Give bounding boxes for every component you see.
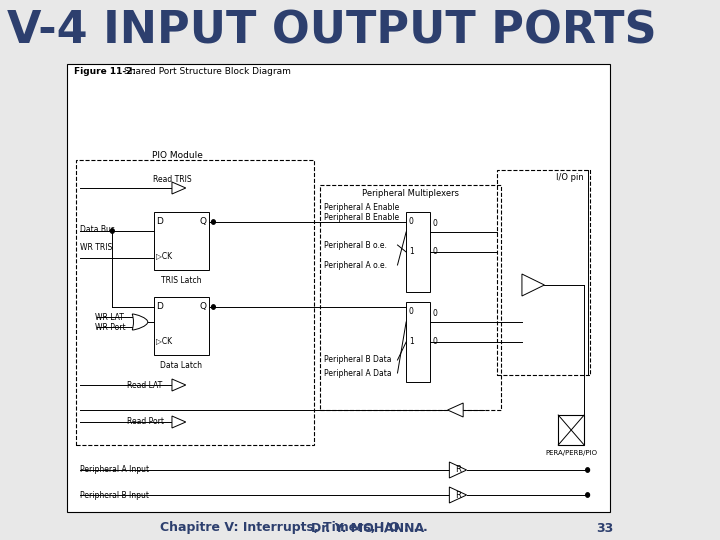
Text: Peripheral B o.e.: Peripheral B o.e. <box>324 240 387 249</box>
Text: 0: 0 <box>433 338 438 347</box>
Text: PIO Module: PIO Module <box>152 152 202 160</box>
Polygon shape <box>449 487 467 503</box>
Text: Peripheral Multiplexers: Peripheral Multiplexers <box>362 188 459 198</box>
Text: Figure 11-2:: Figure 11-2: <box>74 68 136 77</box>
Text: 33: 33 <box>596 522 613 535</box>
Text: Peripheral A Enable: Peripheral A Enable <box>324 202 400 212</box>
Bar <box>406 212 431 292</box>
Polygon shape <box>172 182 186 194</box>
Text: 0: 0 <box>409 218 413 226</box>
Text: 1: 1 <box>409 247 413 256</box>
Text: WR TRIS: WR TRIS <box>79 244 112 253</box>
Text: Chapitre V: Interrupts, Timers, I/O .....: Chapitre V: Interrupts, Timers, I/O ....… <box>160 522 428 535</box>
Text: 0: 0 <box>433 309 438 319</box>
Bar <box>320 185 501 410</box>
Circle shape <box>585 493 590 497</box>
Text: Peripheral B Enable: Peripheral B Enable <box>324 213 399 222</box>
Text: Peripheral A o.e.: Peripheral A o.e. <box>324 260 387 269</box>
Circle shape <box>110 229 114 233</box>
Text: Peripheral A Data: Peripheral A Data <box>324 368 392 377</box>
Bar <box>406 302 431 382</box>
Bar <box>68 64 610 512</box>
Polygon shape <box>522 274 544 296</box>
Text: Data Latch: Data Latch <box>161 361 202 370</box>
Bar <box>76 160 314 445</box>
Bar <box>497 170 590 375</box>
Text: WR LAT: WR LAT <box>95 313 124 321</box>
Polygon shape <box>448 403 463 417</box>
PathPatch shape <box>132 314 148 330</box>
Text: Q: Q <box>199 217 207 226</box>
Bar <box>154 212 209 270</box>
Text: Data Bus: Data Bus <box>79 226 114 234</box>
Text: ▷CK: ▷CK <box>156 252 173 260</box>
Text: 1: 1 <box>409 338 413 347</box>
Text: Read LAT: Read LAT <box>127 381 162 389</box>
Text: ▷CK: ▷CK <box>156 336 173 346</box>
Text: V-4 INPUT OUTPUT PORTS: V-4 INPUT OUTPUT PORTS <box>7 10 657 53</box>
Text: R: R <box>455 490 461 500</box>
Polygon shape <box>172 416 186 428</box>
Text: Read TRIS: Read TRIS <box>153 176 192 185</box>
Text: Peripheral A Input: Peripheral A Input <box>79 465 148 475</box>
Circle shape <box>212 305 215 309</box>
Text: 0: 0 <box>433 247 438 256</box>
Text: Shared Port Structure Block Diagram: Shared Port Structure Block Diagram <box>124 68 290 77</box>
Text: Dr. Y. MOHANNA: Dr. Y. MOHANNA <box>311 522 424 535</box>
Text: Read Port: Read Port <box>127 417 164 427</box>
Text: R: R <box>455 465 461 475</box>
Bar <box>558 415 584 445</box>
Text: Peripheral B Data: Peripheral B Data <box>324 355 392 364</box>
Text: PERA/PERB/PIO: PERA/PERB/PIO <box>545 450 597 456</box>
Polygon shape <box>172 379 186 391</box>
Circle shape <box>585 468 590 472</box>
Polygon shape <box>449 462 467 478</box>
Text: Q: Q <box>199 302 207 311</box>
Bar <box>154 297 209 355</box>
Text: D: D <box>156 302 163 311</box>
Text: Peripheral B Input: Peripheral B Input <box>79 490 148 500</box>
Circle shape <box>212 220 215 224</box>
Text: WR Port: WR Port <box>95 322 126 332</box>
Text: TRIS Latch: TRIS Latch <box>161 276 202 285</box>
Text: 0: 0 <box>409 307 413 316</box>
Text: I/O pin: I/O pin <box>556 173 583 183</box>
Text: 0: 0 <box>433 219 438 228</box>
Text: D: D <box>156 217 163 226</box>
